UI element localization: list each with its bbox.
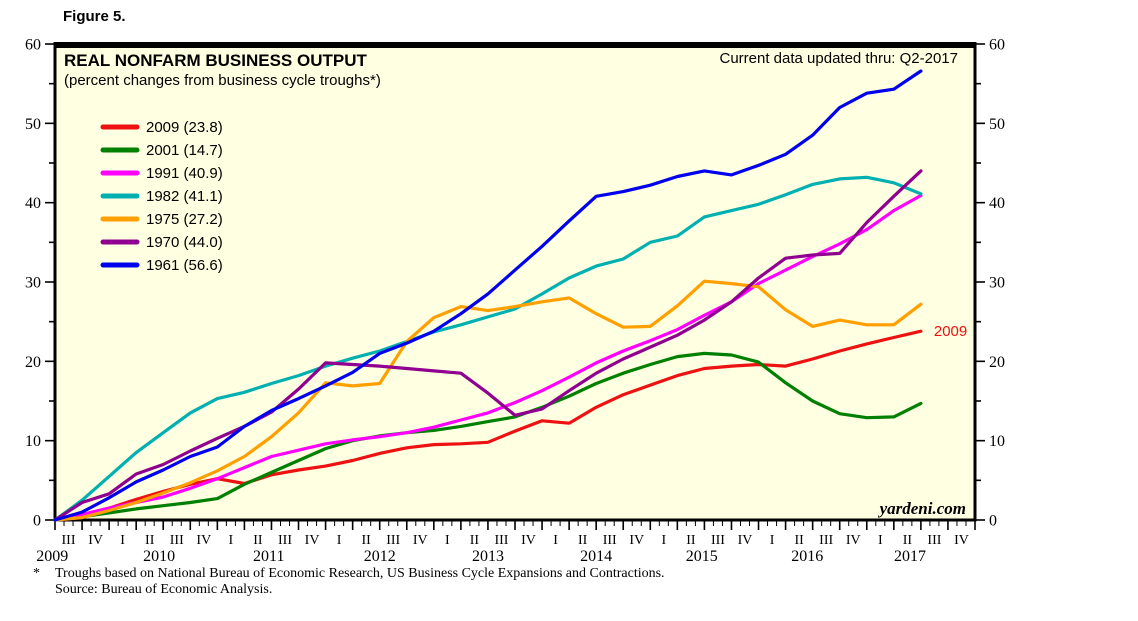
x-quarter-label: IV: [521, 533, 536, 548]
x-quarter-label: I: [661, 533, 666, 548]
y-label-right: 50: [989, 116, 1005, 133]
x-quarter-label: IV: [305, 533, 320, 548]
x-quarter-label: I: [878, 533, 883, 548]
x-year-label: 2009: [36, 548, 68, 565]
y-label-right: 0: [989, 513, 997, 530]
y-label-right: 10: [989, 433, 1005, 450]
x-quarter-label: III: [170, 533, 184, 548]
y-label-right: 40: [989, 195, 1005, 212]
line-annotation-2009: 2009: [934, 323, 967, 340]
footnote: * Troughs based on National Bureau of Ec…: [33, 566, 665, 598]
x-quarter-label: III: [494, 533, 508, 548]
figure-label: Figure 5.: [63, 8, 126, 25]
x-quarter-label: I: [770, 533, 775, 548]
watermark: yardeni.com: [878, 499, 966, 518]
y-label-right: 20: [989, 354, 1005, 371]
series-line-2001: [53, 351, 923, 522]
x-year-label: 2012: [364, 548, 396, 565]
x-year-label: 2015: [686, 548, 718, 565]
x-year-label: 2011: [253, 548, 284, 565]
x-quarter-label: IV: [88, 533, 103, 548]
x-quarter-label: III: [927, 533, 941, 548]
x-quarter-label: I: [445, 533, 450, 548]
x-quarter-label: III: [62, 533, 76, 548]
series-line-1961: [53, 69, 923, 522]
x-quarter-label: III: [603, 533, 617, 548]
x-year-label: 2010: [143, 548, 175, 565]
x-quarter-label: I: [337, 533, 342, 548]
series-line-1991: [53, 193, 923, 522]
series-line-1970: [53, 169, 923, 522]
legend-label-2009: 2009 (23.8): [146, 119, 223, 136]
legend-label-1991: 1991 (40.9): [146, 165, 223, 182]
x-quarter-label: I: [553, 533, 558, 548]
x-quarter-label: III: [386, 533, 400, 548]
series-line-1982: [53, 175, 923, 522]
y-label-left: 20: [25, 354, 41, 371]
series-line-1975: [53, 279, 923, 522]
x-year-label: 2016: [791, 548, 823, 565]
x-quarter-label: II: [470, 533, 480, 548]
y-label-right: 60: [989, 37, 1005, 54]
x-quarter-label: IV: [196, 533, 211, 548]
y-label-left: 30: [25, 275, 41, 292]
chart-title: REAL NONFARM BUSINESS OUTPUT: [64, 51, 367, 70]
x-quarter-label: II: [578, 533, 588, 548]
x-quarter-label: III: [711, 533, 725, 548]
x-quarter-label: IV: [738, 533, 753, 548]
y-label-left: 0: [33, 513, 41, 530]
y-label-left: 40: [25, 195, 41, 212]
x-quarter-label: II: [686, 533, 696, 548]
x-quarter-label: I: [120, 533, 125, 548]
footnote-marker: *: [33, 566, 40, 581]
legend-label-1961: 1961 (56.6): [146, 257, 223, 274]
x-quarter-label: IV: [629, 533, 644, 548]
x-quarter-label: II: [903, 533, 913, 548]
x-year-label: 2017: [894, 548, 926, 565]
legend-label-1970: 1970 (44.0): [146, 234, 223, 251]
y-label-right: 30: [989, 275, 1005, 292]
update-note: Current data updated thru: Q2-2017: [720, 50, 959, 67]
footnote-line1: Troughs based on National Bureau of Econ…: [55, 566, 665, 581]
x-year-label: 2013: [472, 548, 504, 565]
plot-area: [53, 42, 977, 522]
legend-label-1982: 1982 (41.1): [146, 188, 223, 205]
x-quarter-label: II: [362, 533, 372, 548]
x-quarter-label: III: [819, 533, 833, 548]
x-quarter-label: II: [145, 533, 155, 548]
x-quarter-label: III: [278, 533, 292, 548]
legend-label-1975: 1975 (27.2): [146, 211, 223, 228]
x-quarter-label: I: [229, 533, 234, 548]
series-line-2009: [53, 329, 923, 522]
chart-subtitle: (percent changes from business cycle tro…: [64, 72, 381, 89]
x-quarter-label: II: [794, 533, 804, 548]
x-quarter-label: IV: [413, 533, 428, 548]
x-quarter-label: IV: [846, 533, 861, 548]
y-label-left: 10: [25, 433, 41, 450]
x-quarter-label: II: [253, 533, 263, 548]
y-label-left: 60: [25, 37, 41, 54]
footnote-line2: Source: Bureau of Economic Analysis.: [55, 582, 273, 597]
legend-label-2001: 2001 (14.7): [146, 142, 223, 159]
x-quarter-label: IV: [954, 533, 969, 548]
y-label-left: 50: [25, 116, 41, 133]
x-year-label: 2014: [580, 548, 612, 565]
